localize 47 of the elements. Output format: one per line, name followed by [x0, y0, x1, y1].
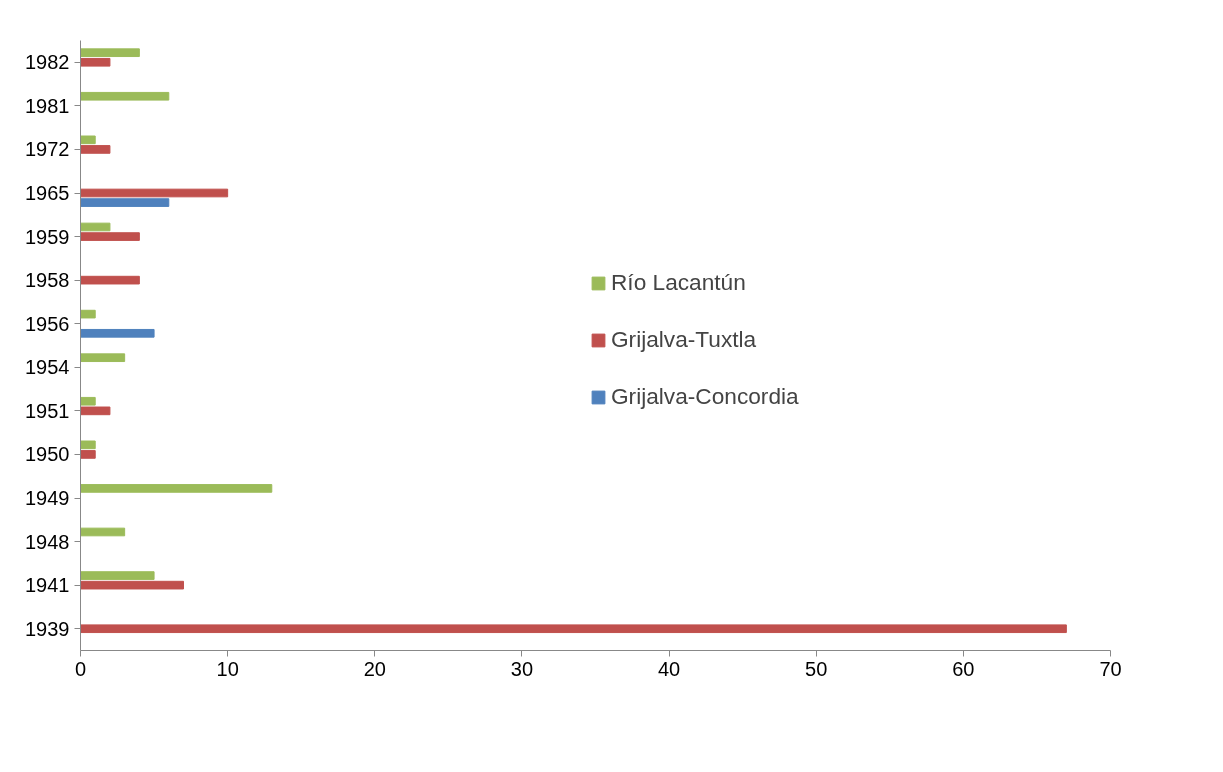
bar [80, 309, 96, 319]
y-tick-label: 1981 [25, 94, 70, 117]
bar [80, 135, 96, 145]
y-tick-label: 1959 [25, 225, 70, 248]
y-tick-label: 1948 [25, 530, 70, 553]
bar [80, 57, 111, 67]
y-tick-label: 1950 [25, 443, 70, 466]
bar [80, 198, 170, 207]
bar [80, 484, 273, 493]
bar [80, 527, 126, 537]
bar [80, 406, 111, 416]
bar [80, 440, 96, 450]
y-tick-label: 1956 [25, 312, 70, 335]
legend-label: Grijalva-Tuxtla [611, 326, 757, 353]
bar [80, 232, 140, 241]
bar [80, 396, 96, 406]
y-tick-label: 1954 [25, 356, 70, 379]
bar [80, 450, 96, 459]
y-tick-label: 1941 [25, 574, 70, 597]
y-tick-label: 1939 [25, 617, 70, 640]
bar [80, 353, 126, 363]
x-tick-label: 20 [363, 657, 386, 680]
y-tick-label: 1965 [25, 182, 70, 204]
bar [80, 571, 155, 580]
x-tick-label: 0 [74, 657, 87, 680]
y-tick-label: 1949 [25, 487, 70, 509]
x-tick-label: 50 [805, 657, 828, 680]
bar [80, 222, 111, 232]
x-tick-label: 40 [657, 657, 681, 680]
x-tick-label: 30 [510, 657, 534, 680]
y-tick-label: 1972 [25, 138, 70, 161]
bar [80, 48, 140, 58]
legend-label: Grijalva-Concordia [611, 383, 799, 410]
bar [80, 188, 229, 198]
x-tick-label: 70 [1099, 657, 1122, 680]
y-tick-label: 1958 [25, 269, 70, 292]
legend-label: Río Lacantún [611, 269, 746, 296]
bar [80, 580, 184, 590]
y-tick-label: 1951 [25, 399, 70, 422]
bar [80, 328, 155, 338]
x-tick-label: 10 [216, 657, 239, 680]
bar [80, 91, 170, 101]
bar [80, 275, 140, 285]
x-tick-label: 60 [952, 657, 975, 680]
y-tick-label: 1982 [25, 51, 70, 74]
bar [80, 624, 1067, 634]
bar [80, 145, 111, 154]
